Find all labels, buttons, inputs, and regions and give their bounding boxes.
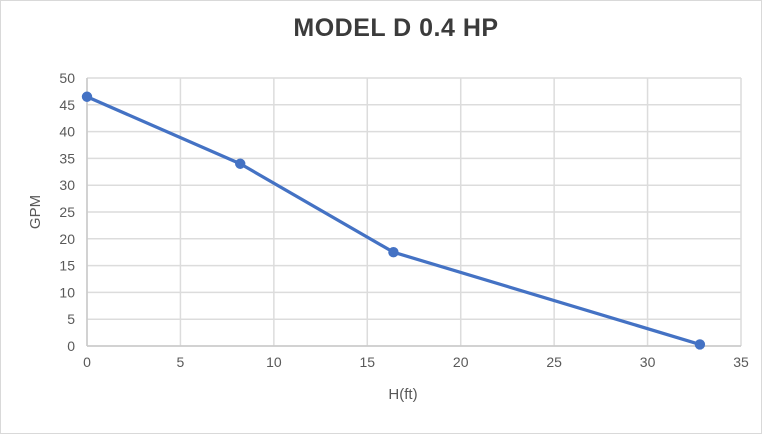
data-point-markers: [81, 91, 706, 350]
y-tick-label: 10: [59, 284, 75, 300]
chart-title: MODEL D 0.4 HP: [293, 14, 499, 42]
series-line: [85, 95, 702, 347]
x-tick-label: 35: [733, 354, 749, 370]
y-tick-label: 35: [59, 150, 75, 166]
y-tick-label: 20: [59, 231, 75, 247]
x-tick-label: 30: [640, 354, 656, 370]
data-point-marker: [388, 247, 399, 258]
x-tick-label: 15: [359, 354, 375, 370]
y-tick-label: 25: [59, 204, 75, 220]
y-axis-title: GPM: [27, 195, 44, 229]
tick-labels: 0 5 10 15 20 25 30 35 40 45 50 0 5 10 15 20 25 30 35: [59, 70, 749, 370]
y-tick-label: 50: [59, 70, 75, 86]
x-tick-label: 5: [177, 354, 185, 370]
axis-lines: [86, 78, 741, 347]
data-point-marker: [81, 91, 93, 102]
gridlines: [86, 77, 742, 347]
x-axis-title: H(ft): [388, 386, 417, 403]
x-tick-label: 0: [83, 354, 91, 370]
x-tick-label: 25: [546, 354, 562, 370]
y-tick-label: 45: [59, 97, 75, 113]
y-tick-label: 30: [59, 177, 75, 193]
y-tick-label: 15: [59, 258, 75, 274]
x-tick-label: 10: [266, 354, 282, 370]
y-tick-label: 40: [59, 124, 75, 140]
y-tick-label: 5: [67, 311, 75, 327]
data-point-marker: [694, 339, 706, 350]
data-series-line: [85, 95, 702, 347]
y-tick-label: 0: [67, 338, 75, 354]
data-point-marker: [235, 158, 246, 169]
x-tick-label: 20: [453, 354, 469, 370]
